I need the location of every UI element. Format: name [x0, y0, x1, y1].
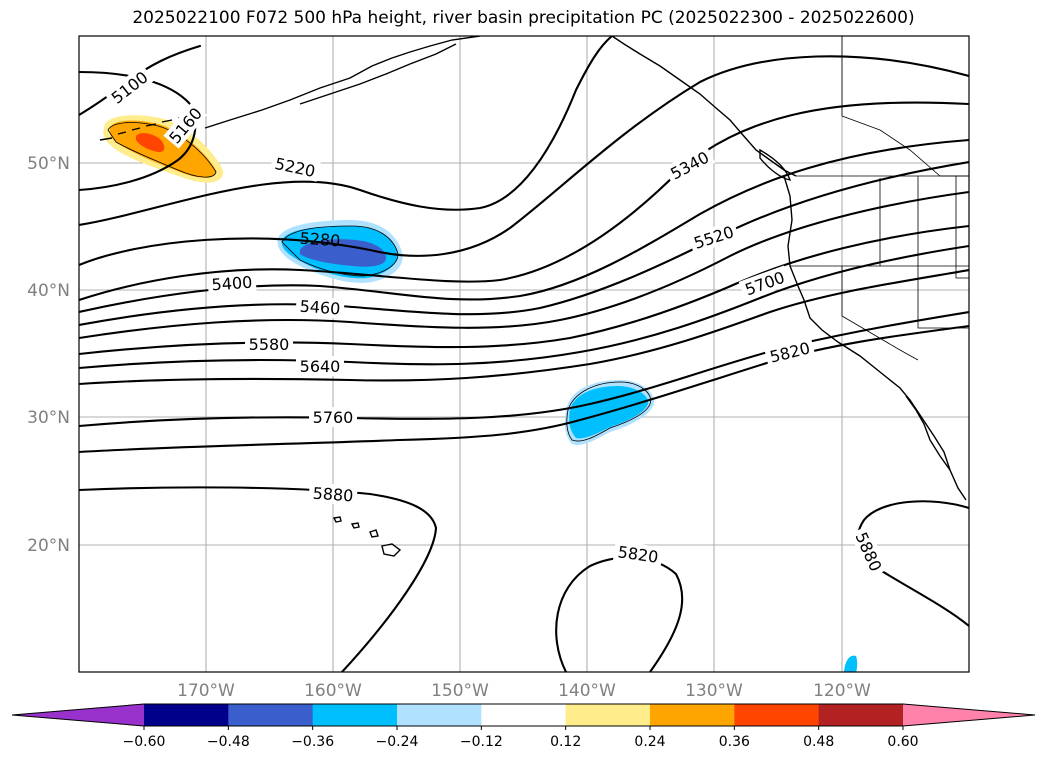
colorbar-swatch — [312, 704, 398, 726]
colorbar-tick-label: −0.60 — [123, 734, 166, 750]
contour-5760 — [79, 310, 969, 428]
contour-5520 — [79, 190, 969, 340]
shade-negative-south — [844, 655, 858, 672]
contour-label: 5400 — [211, 273, 253, 295]
map-frame — [78, 35, 970, 673]
map-title: 2025022100 F072 500 hPa height, river ba… — [132, 8, 915, 28]
colorbar-extend-low — [12, 704, 144, 726]
lat-label: 30°N — [27, 408, 70, 428]
contour-5880 — [79, 486, 438, 672]
colorbar-tick-label: 0.24 — [634, 734, 665, 750]
colorbar-tick-label: −0.12 — [460, 734, 503, 750]
hawaii-kauai — [332, 516, 342, 523]
coastlines — [99, 36, 967, 557]
colorbar-swatch — [481, 704, 567, 726]
map-area — [79, 36, 969, 672]
contour-5460 — [79, 160, 969, 327]
hawaii-oahu — [350, 522, 360, 529]
colorbar-swatch — [734, 704, 820, 726]
colorbar-swatch — [228, 704, 314, 726]
contour-label: 5580 — [249, 335, 290, 354]
colorbar-tick-label: −0.24 — [376, 734, 419, 750]
colorbar-tick-label: 0.60 — [887, 734, 918, 750]
colorbar-tick-label: −0.48 — [207, 734, 250, 750]
hawaii-maui — [369, 529, 379, 538]
latitude-labels: 20°N 30°N 40°N 50°N — [27, 154, 70, 556]
lon-label: 140°W — [558, 681, 616, 701]
contour-5700 — [79, 268, 969, 386]
contour-5640 — [79, 244, 969, 370]
contour-5340 — [79, 101, 969, 302]
alaska-coast — [204, 36, 481, 129]
colorbar-tick-label: 0.36 — [719, 734, 750, 750]
lon-label: 120°W — [813, 681, 871, 701]
contour-label: 5760 — [313, 408, 354, 427]
colorbar-extend-high — [903, 704, 1035, 726]
shade-negative-gulf-core — [300, 239, 386, 267]
gridlines — [79, 36, 969, 672]
contour-label: 5640 — [300, 357, 341, 376]
contour-label: 5880 — [312, 484, 354, 506]
colorbar-swatch — [565, 704, 651, 726]
hawaii-big-island — [381, 543, 402, 557]
aleutian-islands — [99, 115, 189, 141]
colorbar-swatch — [144, 704, 229, 726]
lon-label: 150°W — [431, 681, 489, 701]
colorbar-tick-label: 0.12 — [550, 734, 581, 750]
colorbar-swatch — [650, 704, 735, 726]
longitude-labels: 170°W 160°W 150°W 140°W 130°W 120°W — [177, 681, 871, 701]
contour-label: 5460 — [299, 297, 341, 319]
colorbar-tick-label: −0.36 — [291, 734, 334, 750]
contour-5280 — [79, 55, 969, 267]
lat-label: 50°N — [27, 154, 70, 174]
na-west-coast — [783, 175, 967, 501]
lon-label: 170°W — [177, 681, 235, 701]
contour-5220 — [79, 36, 614, 227]
alaska-inner-coast — [299, 43, 457, 105]
vancouver-island — [759, 148, 792, 181]
contour-5820 — [79, 324, 969, 454]
colorbar-swatch — [397, 704, 482, 726]
colorbar-tick-label: 0.48 — [803, 734, 834, 750]
contour-label: 5280 — [299, 229, 341, 251]
lon-label: 160°W — [304, 681, 362, 701]
shade-positive-aleutians-max — [136, 133, 165, 153]
baja-coast — [905, 395, 951, 471]
se-alaska-coast — [611, 36, 797, 177]
colorbar-swatch — [818, 704, 904, 726]
lon-label: 130°W — [685, 681, 743, 701]
colorbar: −0.60 −0.48 −0.36 −0.24 −0.12 0.12 0.24 0.36 0.4… — [11, 703, 1036, 750]
lat-label: 20°N — [27, 536, 70, 556]
lat-label: 40°N — [27, 281, 70, 301]
